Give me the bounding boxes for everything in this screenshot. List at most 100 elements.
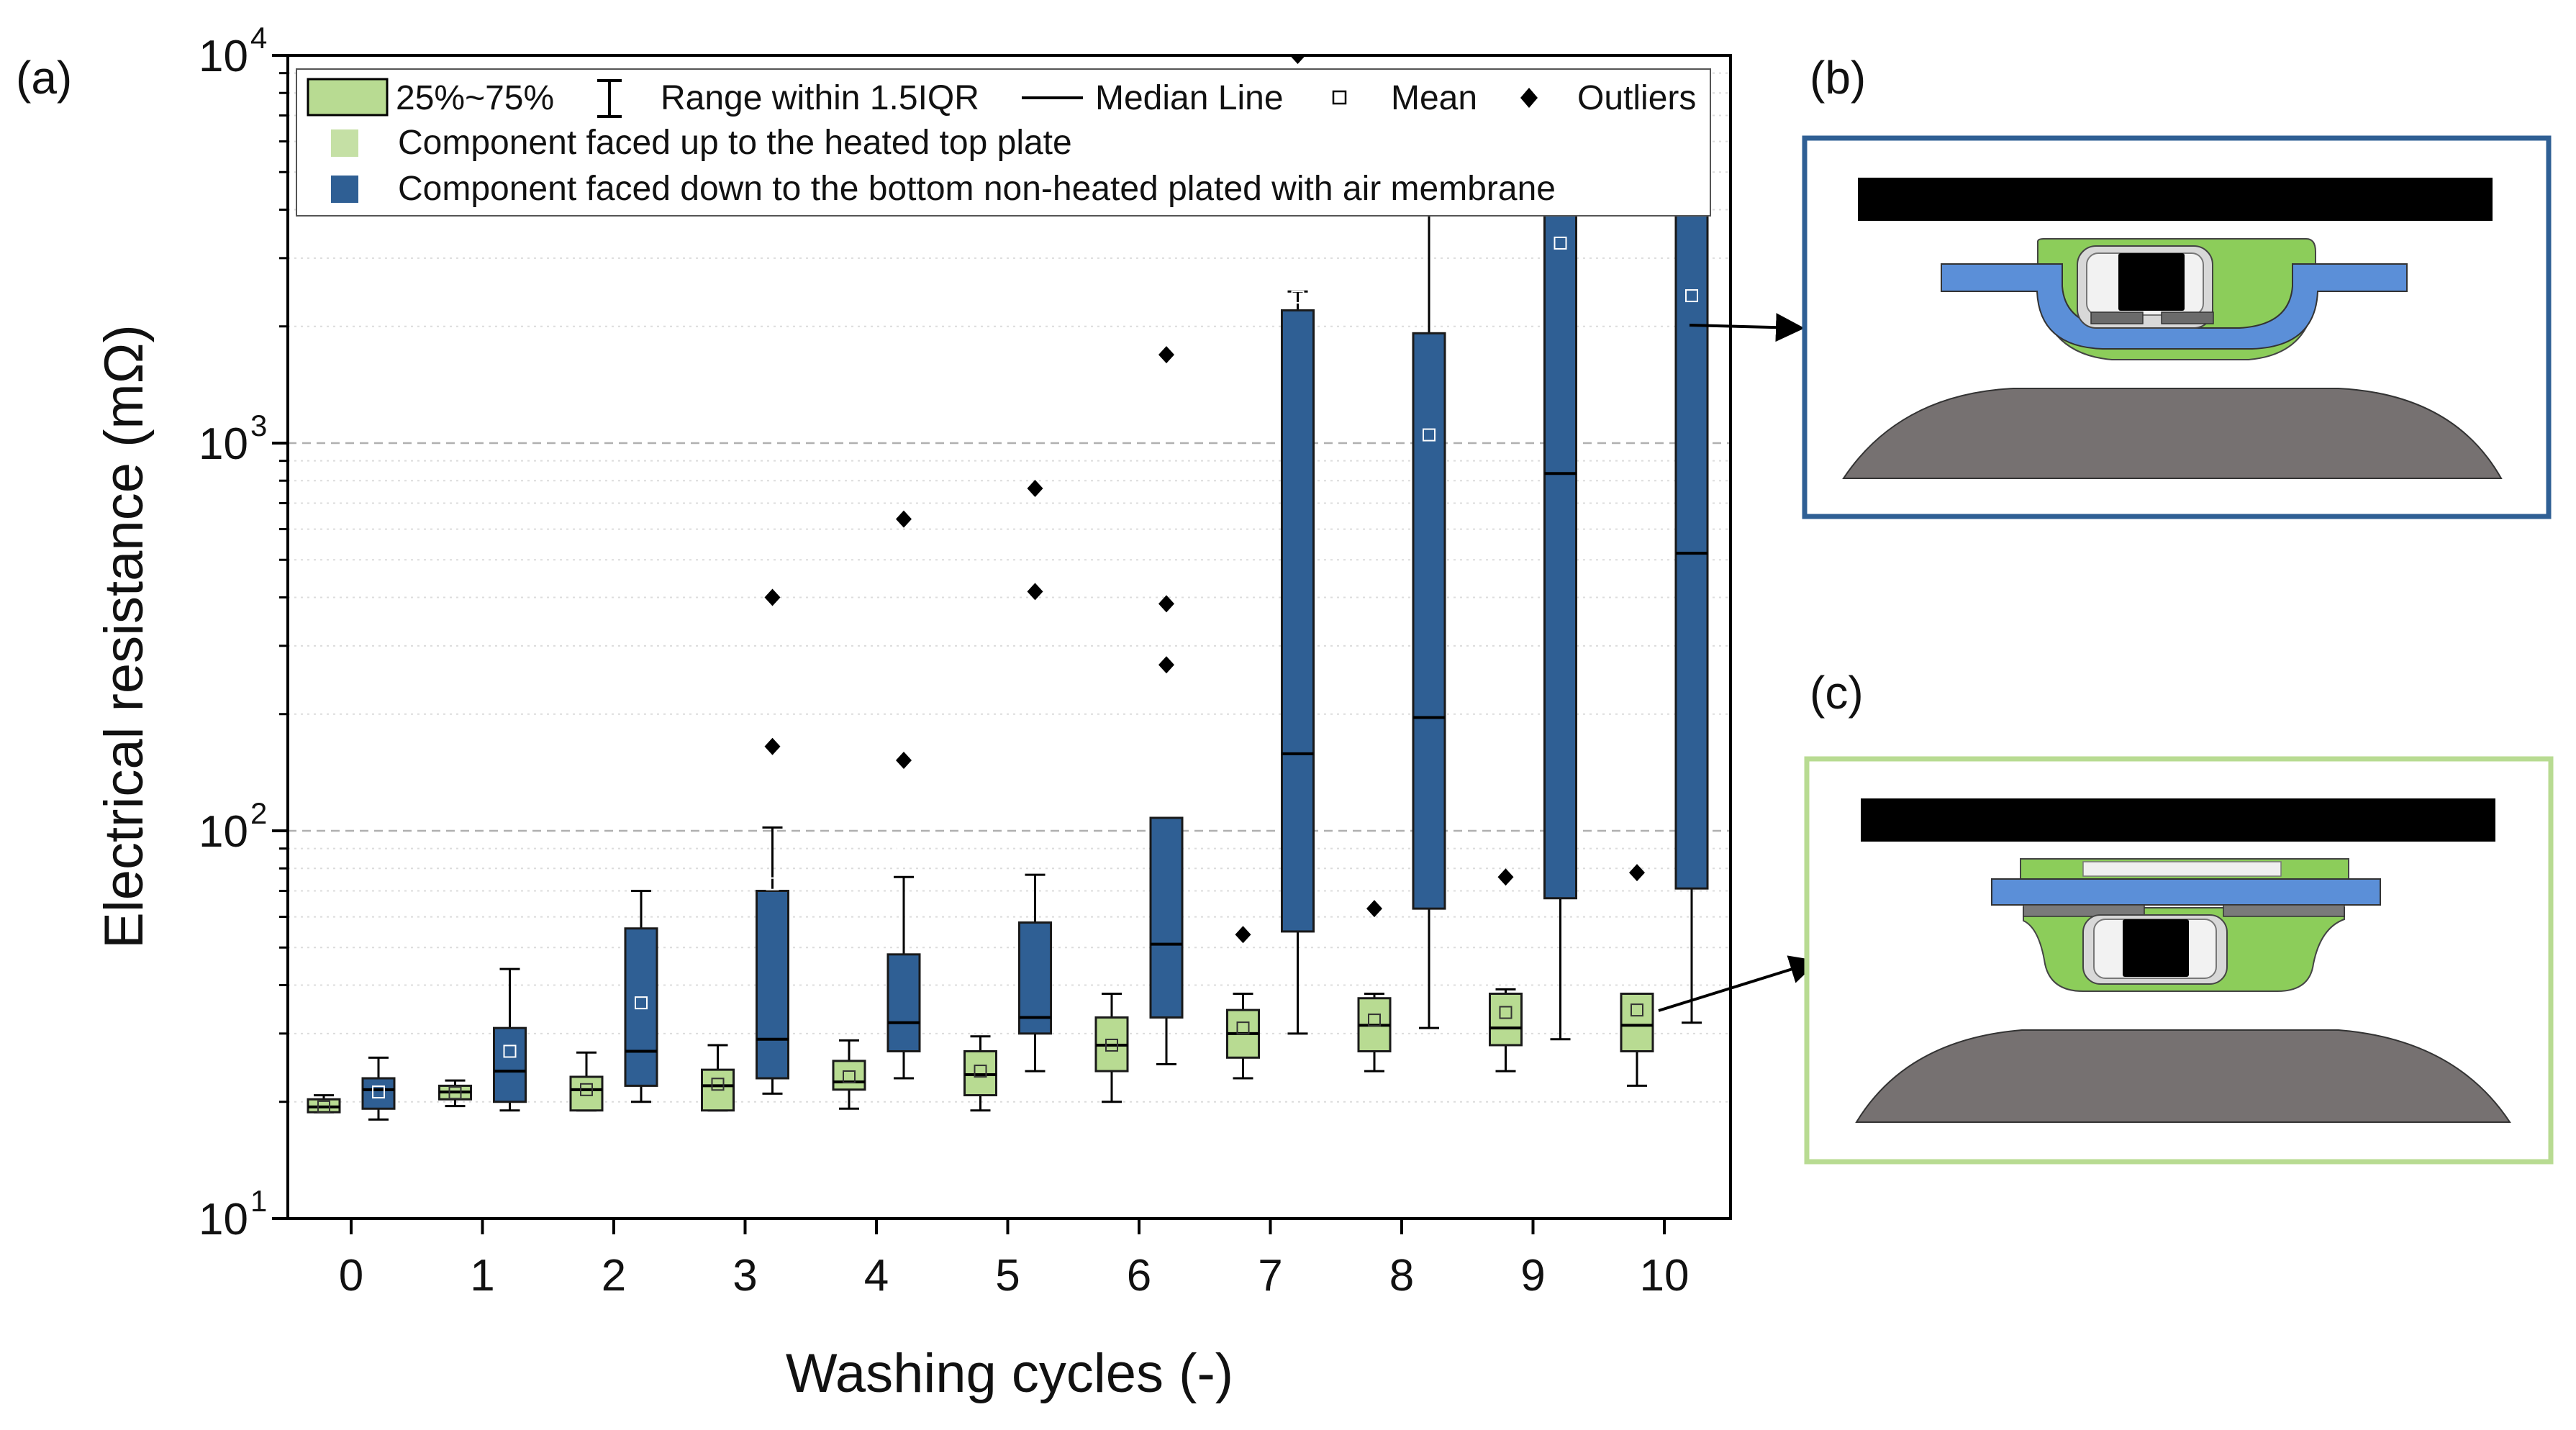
mean-marker [1236,1021,1250,1035]
legend-series-down-swatch [331,176,358,203]
x-tick-label: 5 [995,1251,1020,1301]
grid-layer [288,72,1731,1103]
outlier-marker [1158,346,1174,364]
y-tick-label: 10 [199,807,248,857]
box-iqr [569,1075,604,1112]
box-group [1094,992,1129,1103]
legend-whisker-label: Range within 1.5IQR [661,79,979,117]
box-iqr [832,1060,866,1091]
outlier-marker [1235,926,1251,944]
outlier-marker [1289,55,1306,64]
box-iqr [493,1026,527,1103]
box-group [438,1079,472,1108]
outlier-marker [896,751,912,769]
box-iqr [1018,921,1052,1035]
box-iqr [886,953,921,1052]
mean-marker [580,1083,593,1096]
x-tick-label: 3 [733,1251,757,1301]
legend-median-label: Median Line [1095,79,1284,117]
box-group [1620,864,1654,1087]
schematic-b-heater-plate [1858,178,2493,221]
schematic-c-heater-plate [1861,798,2495,842]
outlier-marker [1497,868,1514,886]
legend-series-up-swatch [331,129,358,157]
box-group [1226,926,1260,1080]
mean-marker [1160,693,1173,707]
x-tick-label: 9 [1520,1251,1545,1301]
box-group [624,889,658,1103]
box-group [963,1035,997,1112]
mean-marker [372,1085,385,1099]
schematic-c-chip [2123,919,2189,977]
mean-marker [1368,1014,1381,1027]
outlier-marker [764,737,781,755]
y-tick-label-exponent: 4 [250,21,267,55]
box-group [569,1051,604,1112]
x-tick-label: 0 [339,1251,363,1301]
box-group [832,1039,866,1110]
schematic-b-dome [1842,388,2503,479]
x-tick-label: 4 [864,1251,889,1301]
box-group [1357,900,1392,1072]
mean-marker [1499,1006,1513,1019]
outlier-marker [896,510,912,528]
box-iqr [1281,309,1315,933]
box-group [1281,55,1315,1035]
box-iqr [1412,332,1446,910]
schematic-b-contact-right [2161,311,2214,324]
box-iqr [1149,816,1184,1019]
mean-marker [974,1065,987,1078]
outlier-marker [1027,480,1043,498]
schematic-c-textile-pad [1991,878,2381,906]
box-group [886,510,921,1080]
y-tick-label: 10 [199,1195,248,1244]
mean-marker [1105,1038,1118,1052]
legend: 25%~75% Range within 1.5IQR Median Line … [296,68,1711,217]
mean-marker [766,877,779,891]
box-group [1543,170,1577,1041]
box-group [361,1056,396,1121]
mean-marker [1554,236,1567,250]
box-group [1412,170,1446,1029]
y-tick-label-exponent: 2 [250,796,267,830]
panel-label-b: (b) [1810,52,1866,104]
outlier-marker [764,588,781,606]
x-tick-label: 8 [1389,1251,1414,1301]
mean-marker [897,842,910,855]
outlier-marker [1629,864,1645,882]
box-group [493,967,527,1112]
legend-outlier-symbol [1520,88,1538,108]
legend-mean-symbol [1332,90,1347,105]
outlier-marker [1158,595,1174,613]
box-group [1674,170,1709,1024]
legend-outlier-label: Outliers [1577,79,1696,117]
legend-whisker-symbol [597,79,622,118]
mean-marker [1423,428,1436,442]
box-iqr [756,889,789,1080]
mean-marker [1631,1003,1643,1017]
schematic-c-contact-right [2223,904,2345,917]
y-tick-label: 10 [199,419,248,469]
mean-marker [1291,291,1305,304]
plot-frame [286,54,1732,1220]
schematic-b-contact-left [2090,311,2144,324]
x-axis-title: Washing cycles (-) [786,1343,1233,1404]
box-group [701,1044,735,1112]
schematic-c-top-film [2082,861,2282,877]
schematic-c-contact-left [2023,904,2145,917]
box-iqr [1674,170,1709,890]
mean-marker [448,1086,462,1100]
box-iqr [1489,992,1523,1047]
box-group [307,1094,341,1114]
mean-marker [711,1078,725,1091]
panel-label-c: (c) [1810,667,1864,719]
box-iqr [624,927,658,1087]
plot-area: 10 110 210 310 40 1 2 3 4 5 6 7 8 9 10 [199,21,1732,1301]
y-tick-label-exponent: 1 [250,1184,267,1218]
outlier-marker [1027,583,1043,601]
mean-marker [1028,788,1042,801]
x-tick-label: 7 [1258,1251,1282,1301]
schematic-b-chip [2118,253,2185,311]
y-axis-title: Electrical resistance (mΩ) [94,324,155,949]
